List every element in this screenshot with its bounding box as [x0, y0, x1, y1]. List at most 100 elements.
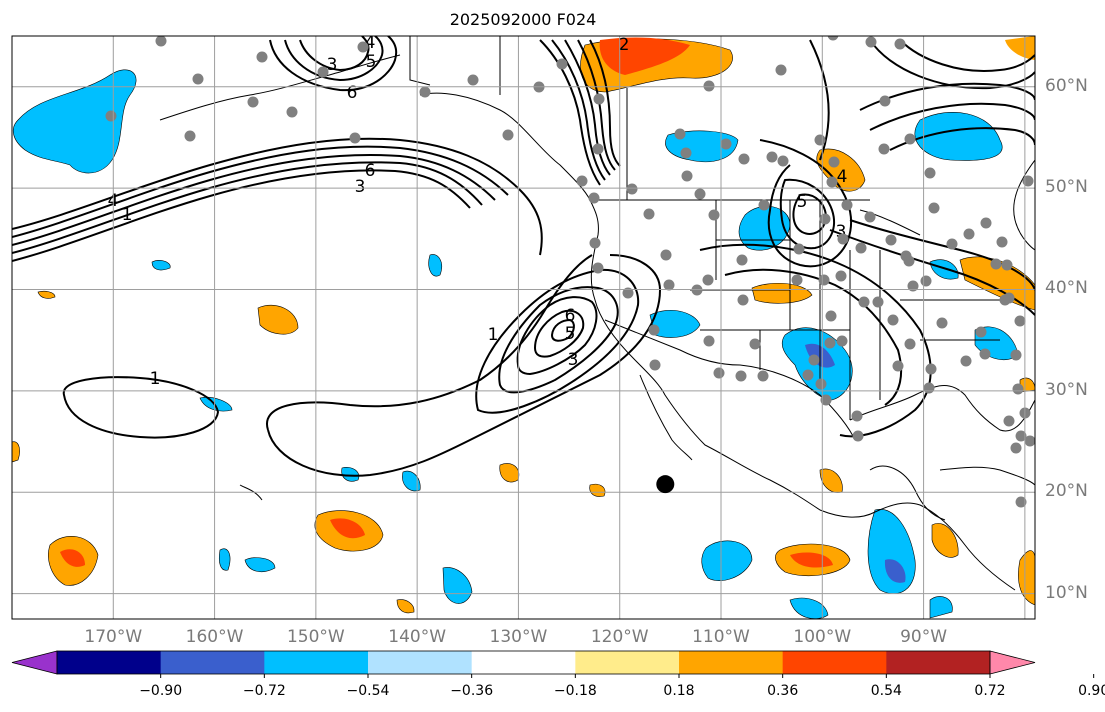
contour-line: [724, 268, 903, 406]
station-dot: [681, 170, 693, 182]
station-dot: [643, 208, 655, 220]
coastline: [939, 466, 1035, 486]
contour-label: 6: [347, 83, 358, 103]
shaded-region: [929, 259, 959, 280]
station-dot: [735, 370, 747, 382]
colorbar-tick-label: −0.72: [242, 683, 286, 699]
station-dot: [1001, 259, 1013, 271]
colorbar: [11, 650, 1095, 678]
station-dot: [691, 284, 703, 296]
contour-line: [849, 219, 1035, 291]
station-dot: [703, 80, 715, 92]
station-dot: [907, 280, 919, 292]
contour-line: [539, 39, 601, 186]
station-dot: [903, 255, 915, 267]
colorbar-frame: [56, 650, 991, 675]
station-dot: [419, 86, 431, 98]
station-dot: [757, 370, 769, 382]
contour-line: [899, 39, 1035, 72]
station-dot: [990, 258, 1002, 270]
station-dot: [904, 133, 916, 145]
contour-line: [869, 102, 1035, 131]
station-dot: [925, 363, 937, 375]
contour-line: [759, 139, 853, 268]
shaded-region: [402, 470, 421, 492]
map-frame: [11, 35, 1036, 620]
contour-label: 3: [568, 350, 579, 370]
coastline: [639, 374, 693, 461]
station-dot: [663, 279, 675, 291]
station-dot: [865, 36, 877, 48]
station-dot: [928, 202, 940, 214]
contour-line: [284, 36, 384, 82]
station-dot: [892, 360, 904, 372]
coastline: [419, 92, 1016, 591]
station-dot: [858, 296, 870, 308]
shaded-region: [816, 148, 866, 192]
station-dot: [819, 213, 831, 225]
station-dot: [923, 382, 935, 394]
station-dot: [1024, 435, 1035, 447]
state-border: [409, 36, 501, 95]
coastlines: [159, 36, 1035, 591]
station-dot: [592, 143, 604, 155]
contour-line: [267, 254, 662, 477]
station-dot: [749, 338, 761, 350]
shaded-region: [12, 441, 20, 463]
shaded-region: [1005, 36, 1035, 60]
longitude-label: 100°W: [793, 627, 852, 647]
shaded-region: [929, 596, 953, 619]
latitude-label: 60°N: [1045, 75, 1088, 96]
station-dot: [872, 296, 884, 308]
station-dot: [766, 151, 778, 163]
colorbar-tick-label: 0.72: [974, 683, 1006, 699]
contour-line: [269, 36, 398, 92]
contour-line: [299, 36, 370, 72]
contour-line: [889, 127, 1035, 151]
station-dot: [936, 317, 948, 329]
shaded-region: [751, 283, 813, 304]
shaded-region: [244, 557, 276, 573]
contour-label: 1: [150, 369, 161, 389]
contour-line: [498, 286, 619, 394]
shaded-region: [330, 518, 365, 539]
contour-label: 3: [327, 55, 338, 75]
contour-line: [475, 268, 640, 414]
longitude-label: 160°W: [185, 627, 244, 647]
station-dot: [855, 242, 867, 254]
latitude-label: 40°N: [1045, 278, 1088, 299]
longitude-label: 170°W: [84, 627, 143, 647]
station-dot: [777, 155, 789, 167]
station-dot: [317, 66, 329, 78]
station-dot: [467, 74, 479, 86]
colorbar-segment: [886, 651, 991, 674]
station-dot: [841, 199, 853, 211]
shaded-region: [649, 310, 701, 338]
map-grid: [12, 36, 1035, 619]
shaded-region: [37, 290, 56, 299]
station-dot: [775, 64, 787, 76]
colorbar-tick-label: 0.54: [870, 683, 902, 699]
station-dot: [593, 93, 605, 105]
station-dot: [256, 51, 268, 63]
longitude-label: 110°W: [692, 627, 750, 647]
station-dot: [589, 237, 601, 249]
contour-label: 1: [488, 325, 499, 345]
station-dot: [592, 262, 604, 274]
station-dot: [1010, 442, 1022, 454]
colorbar-tick-label: −0.90: [139, 683, 183, 699]
shaded-region: [914, 112, 1003, 161]
station-dot: [286, 106, 298, 118]
latitude-label: 20°N: [1045, 481, 1088, 502]
colorbar-tick-label: 0.36: [767, 683, 799, 699]
contour-label: 6: [365, 161, 376, 181]
shaded-region: [199, 397, 233, 412]
station-dot: [702, 274, 714, 286]
station-dot: [1014, 315, 1026, 327]
contour-label: 5: [366, 52, 377, 72]
colorbar-extend-high: [989, 650, 1036, 675]
contour-line: [551, 39, 606, 181]
state-border: [598, 88, 1000, 420]
longitude-label: 90°W: [900, 627, 948, 647]
station-dot: [694, 188, 706, 200]
